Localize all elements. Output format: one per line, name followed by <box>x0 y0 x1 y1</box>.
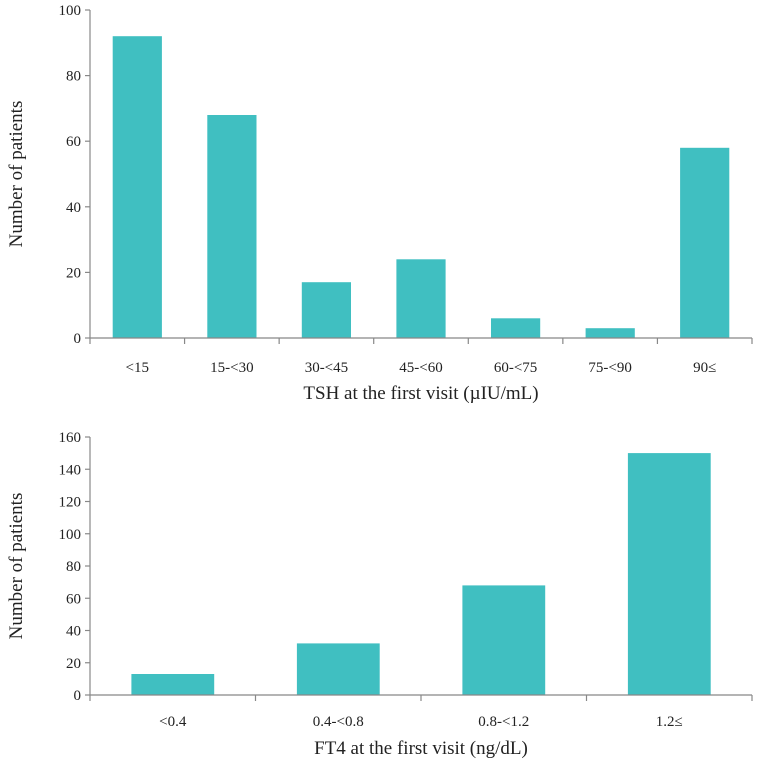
y-tick-label: 40 <box>66 200 81 216</box>
bar-2 <box>296 643 380 695</box>
x-tick-label: 60-<75 <box>494 360 537 376</box>
y-tick-label: 20 <box>66 265 81 281</box>
y-tick-label: 0 <box>74 331 82 347</box>
y-tick-label: 100 <box>59 527 82 543</box>
bar-4 <box>396 259 446 338</box>
bar-1 <box>131 674 215 695</box>
x-axis-label: TSH at the first visit (µIU/mL) <box>303 383 538 404</box>
bar-2 <box>207 115 257 338</box>
y-tick-label: 120 <box>59 495 82 511</box>
y-axis-label: Number of patients <box>6 101 27 248</box>
bar-5 <box>491 318 541 338</box>
x-tick-label: 90≤ <box>693 360 716 376</box>
x-tick-label: <15 <box>126 360 149 376</box>
x-tick-label: 75-<90 <box>588 360 631 376</box>
chart-1: 0 20 40 60 80 100 <15 15-<30 30-<45 45-<60 60-<75 7… <box>6 3 753 404</box>
y-tick-label: 40 <box>66 624 81 640</box>
x-tick-label: 1.2≤ <box>656 714 683 730</box>
y-tick-label: 80 <box>66 69 81 85</box>
x-tick-label: 0.8-<1.2 <box>478 714 529 730</box>
bar-3 <box>301 282 351 338</box>
y-tick-label: 60 <box>66 134 81 150</box>
x-tick-label: 30-<45 <box>305 360 348 376</box>
bar-6 <box>585 328 635 338</box>
x-tick-label: 15-<30 <box>210 360 253 376</box>
bar-4 <box>627 453 711 695</box>
bar-7 <box>680 147 730 338</box>
chart-2: 0 20 40 60 80 100 120 140 160 <0.4 0.4-<0.8 0.8-<1.… <box>6 430 753 759</box>
y-tick-label: 100 <box>59 3 82 19</box>
bar-1 <box>112 36 162 338</box>
y-tick-label: 140 <box>59 462 82 478</box>
y-tick-label: 0 <box>74 688 82 704</box>
y-tick-label: 80 <box>66 559 81 575</box>
y-tick-label: 60 <box>66 591 81 607</box>
x-tick-label: <0.4 <box>159 714 187 730</box>
bar-3 <box>462 585 546 695</box>
y-axis-label: Number of patients <box>6 493 27 640</box>
y-tick-label: 20 <box>66 656 81 672</box>
x-tick-label: 45-<60 <box>399 360 442 376</box>
x-axis-label: FT4 at the first visit (ng/dL) <box>314 738 528 759</box>
x-tick-label: 0.4-<0.8 <box>313 714 364 730</box>
y-tick-label: 160 <box>59 430 82 446</box>
